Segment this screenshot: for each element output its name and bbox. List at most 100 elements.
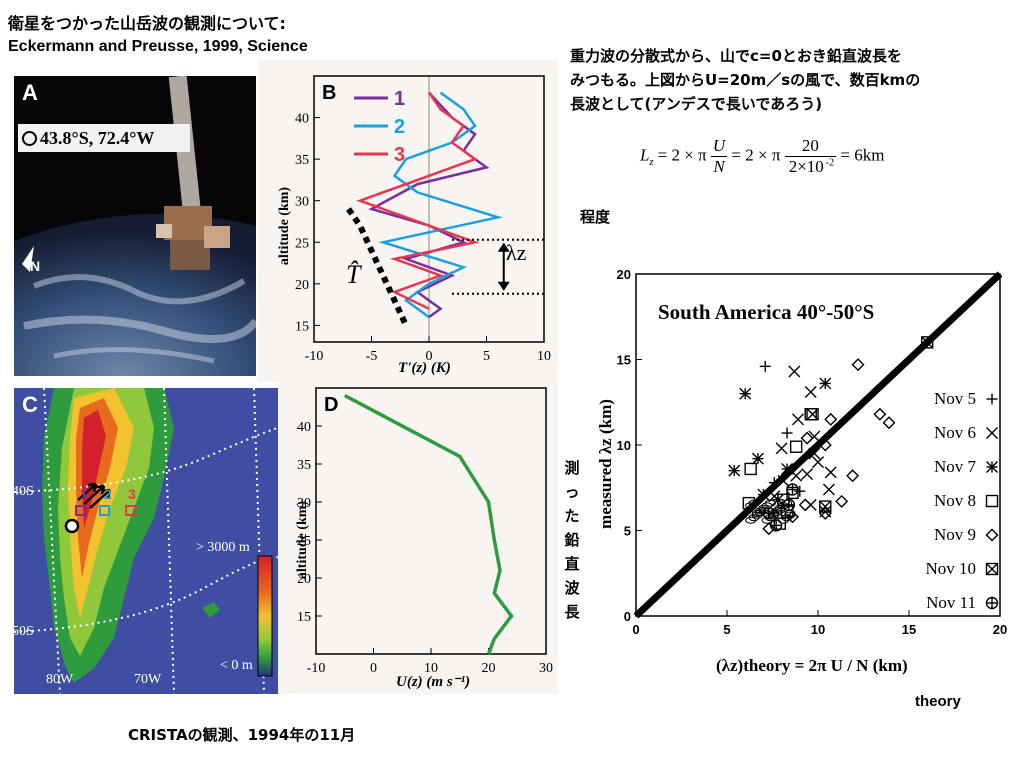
panel-a-satellite-photo: A 43.8°S, 72.4°W N [14, 76, 256, 376]
marker-stroke [769, 519, 783, 532]
panel-b-ylabel: altitude (km) [277, 186, 292, 266]
marker-stroke [985, 562, 999, 576]
marker-stroke [818, 438, 832, 452]
legend-nov5: Nov 5 [933, 389, 976, 408]
marker-stroke [873, 407, 887, 421]
y-tick-label: 30 [297, 496, 311, 511]
lambda-arrowhead-down [497, 281, 510, 291]
marker-stroke [786, 510, 800, 524]
scatter-point [757, 488, 770, 501]
x-tick-label: 0 [426, 349, 433, 364]
scatter-point [786, 510, 800, 524]
scatter-point [777, 474, 790, 487]
marker-stroke [800, 431, 814, 445]
panel-d-letter: D [324, 394, 339, 416]
legend-nov11: Nov 11 [926, 593, 976, 612]
marker-stroke [824, 466, 837, 479]
lon-label-80w: 80W [46, 672, 74, 687]
t-hat-envelope [346, 207, 409, 327]
marker-stroke [846, 469, 860, 483]
equation-frac2-num: 20 [784, 136, 837, 157]
marker-stroke [986, 427, 998, 439]
marker-stroke [985, 596, 999, 610]
scatter-title: South America 40°-50°S [658, 300, 875, 324]
x-tick-label: 0 [632, 622, 639, 637]
scatter-plot-panel: 0 5 10 15 20 0 5 10 15 20 South America 40°-50°S … [596, 258, 1020, 686]
legend-nov6: Nov 6 [933, 423, 976, 442]
marker-stroke [728, 464, 741, 477]
scatter-point [742, 496, 756, 510]
equation-frac2: 20 2×10 -2 [784, 136, 837, 177]
coords-box: 43.8°S, 72.4°W [18, 124, 190, 152]
scatter-point [798, 498, 812, 512]
marker-stroke [986, 461, 998, 473]
marker-stroke [739, 387, 752, 400]
scatter-legend: Nov 5 Nov 6 Nov 7 Nov 8 Nov 9 Nov 10 Nov… [912, 382, 976, 620]
scatter-point [824, 412, 838, 426]
y-tick-label: 35 [297, 458, 311, 473]
site-label-2: 2 [104, 486, 112, 502]
scatter-point [818, 438, 832, 452]
marker-stroke [762, 522, 776, 536]
equation-frac2-den-base: 2×10 [788, 157, 824, 176]
equation-eq1: = 2 × π [657, 145, 707, 165]
scatter-point [744, 462, 757, 476]
scatter-point [775, 442, 788, 455]
slide-title: 衛星をつかった山岳波の観測について: [8, 14, 286, 33]
legend-marker-nov11 [985, 596, 999, 610]
equation-frac1: U N [710, 136, 728, 177]
marker-stroke [808, 447, 821, 460]
scatter-point [808, 447, 821, 460]
scatter-chart: 0 5 10 15 20 0 5 10 15 20 [617, 267, 1008, 637]
scatter-point [791, 413, 804, 426]
lat-label-50s: 50S [14, 624, 34, 639]
scatter-point [768, 477, 780, 489]
note-line-1: 重力波の分散式から、山でc=0とおき鉛直波長を [570, 47, 902, 65]
degree-note: 程度 [580, 208, 611, 226]
panel-d-xlabel: U(z) (m s⁻¹) [396, 674, 471, 690]
lambda-z-label: λz [506, 240, 527, 265]
marker-stroke [804, 385, 817, 398]
x-tick-label: -5 [366, 349, 378, 364]
scatter-xlabel: (λz)theory = 2π U / N (km) [716, 656, 908, 675]
marker-stroke [788, 365, 801, 378]
legend-marker-nov10 [985, 562, 999, 576]
equation-frac2-exp: -2 [825, 157, 835, 169]
y-tick-label: 25 [297, 534, 311, 549]
panel-b-letter: B [322, 82, 337, 104]
panel-a-letter: A [22, 80, 38, 105]
marker-stroke [751, 452, 764, 465]
scatter-point [759, 360, 771, 372]
marker-stroke [819, 377, 832, 390]
x-tick-label: 20 [482, 661, 496, 676]
site-label-3: 3 [128, 486, 136, 502]
scatter-point [873, 407, 887, 421]
y-tick-label: 15 [295, 319, 309, 334]
north-label: N [30, 258, 41, 274]
satellite-photo-art [14, 76, 256, 376]
dense-cluster-marker [784, 511, 796, 519]
scatter-point [812, 456, 824, 469]
legend-nov10: Nov 10 [925, 559, 976, 578]
lon-label-70w: 70W [134, 672, 162, 687]
wavelength-equation: Lz = 2 × π U N = 2 × π 20 2×10 -2 = 6km [640, 136, 884, 177]
panel-d-ylabel: altitude (km) [295, 500, 310, 580]
dispersion-note: 重力波の分散式から、山でc=0とおき鉛直波長を みつもる。上図からU=20m／s… [570, 44, 920, 116]
scatter-point [921, 336, 934, 349]
x-tick-label: 5 [483, 349, 490, 364]
marker-stroke [985, 528, 999, 542]
legend-marker-nov6 [986, 427, 998, 439]
x-tick-label: 10 [811, 622, 825, 637]
marker-stroke [789, 440, 803, 453]
colorbar-bottom-label: < 0 m [220, 658, 253, 673]
wind-profile-line [343, 394, 514, 655]
equation-lhs-sub: z [649, 156, 654, 168]
panel-b-xlabel: T'(z) (K) [398, 360, 451, 376]
marker-stroke [806, 408, 819, 421]
colorbar [257, 555, 273, 677]
panel-d-wind-profile: -10 0 10 20 30 15 20 25 30 35 40 D U(z) (m s⁻¹) al… [278, 382, 558, 694]
marker-stroke [812, 456, 824, 469]
legend-nov8: Nov 8 [933, 491, 976, 510]
scatter-point [794, 485, 806, 497]
marker-stroke [921, 336, 934, 349]
